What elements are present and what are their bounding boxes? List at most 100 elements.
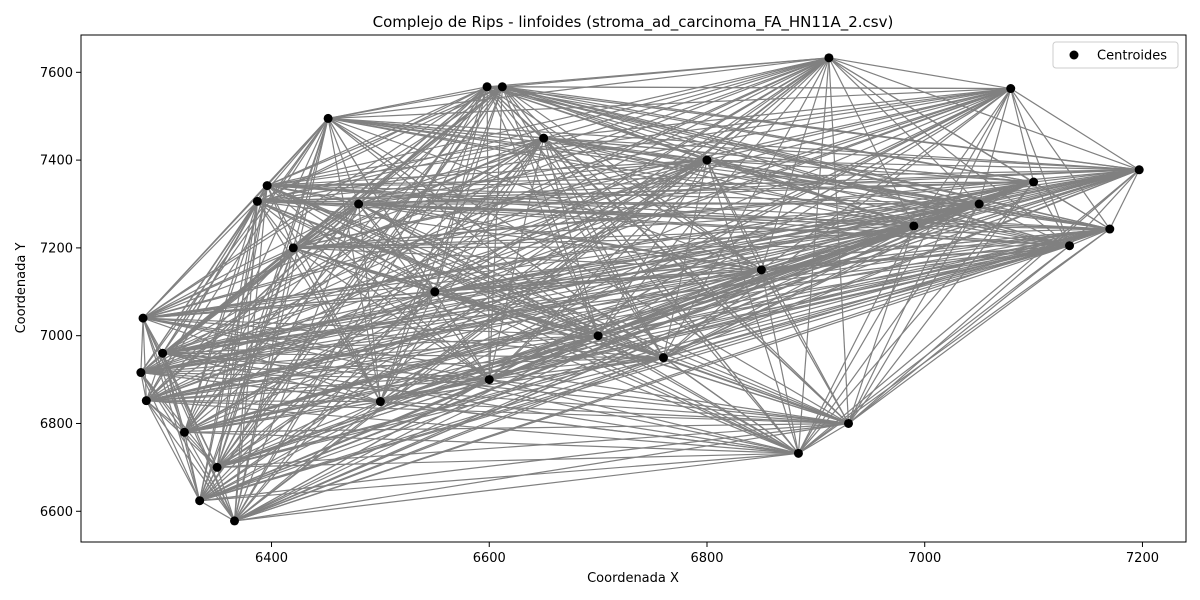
centroid-point	[252, 196, 262, 206]
edge	[1033, 181, 1111, 230]
edge	[216, 86, 503, 468]
edge	[233, 247, 294, 522]
edge	[543, 137, 980, 205]
edge	[434, 225, 914, 293]
edge	[142, 317, 201, 501]
x-tick-label: 6600	[473, 551, 506, 566]
edge	[434, 291, 799, 454]
edge	[543, 137, 1140, 171]
edge	[162, 269, 762, 354]
edge	[543, 137, 664, 358]
edge	[979, 169, 1140, 205]
edge	[380, 57, 830, 403]
edge	[293, 137, 544, 249]
edge	[292, 203, 359, 249]
edge	[502, 86, 980, 205]
x-axis-label: Coordenada X	[587, 571, 679, 586]
edge	[199, 401, 381, 502]
edge	[663, 357, 849, 425]
edge	[162, 203, 359, 354]
edge	[848, 245, 1070, 424]
edge	[358, 203, 914, 227]
edge	[256, 201, 381, 402]
centroid-point	[756, 265, 766, 275]
edge	[162, 159, 708, 354]
edge	[543, 137, 708, 161]
edge	[267, 159, 708, 187]
edge	[267, 87, 1011, 187]
edge	[216, 357, 664, 468]
edge	[502, 57, 829, 88]
edge	[1033, 169, 1140, 183]
edge	[760, 269, 800, 454]
edge	[358, 203, 799, 454]
edge	[184, 378, 490, 433]
edge	[434, 181, 1034, 293]
edge	[434, 291, 664, 359]
edge	[379, 137, 545, 402]
edge	[217, 422, 849, 468]
edge	[380, 378, 490, 403]
edge	[798, 422, 849, 454]
edge	[162, 352, 381, 403]
edge	[913, 88, 1012, 227]
edge	[216, 291, 436, 468]
centroid-point	[482, 82, 492, 92]
edge	[828, 57, 850, 424]
edge	[234, 422, 849, 522]
edge	[706, 159, 915, 227]
edge	[358, 203, 762, 271]
edge	[761, 245, 1070, 271]
edge	[706, 159, 1140, 171]
edge	[256, 200, 294, 249]
edge	[597, 159, 708, 337]
y-axis: 6600 6800 7000 7200 7400 7600	[40, 66, 81, 520]
edge	[662, 159, 708, 358]
centroid-point	[497, 82, 507, 92]
edge	[379, 291, 436, 402]
edge	[434, 86, 503, 292]
edge	[913, 169, 1140, 227]
edge	[292, 247, 381, 402]
edge	[293, 203, 980, 249]
edge	[543, 137, 762, 271]
edge	[543, 57, 830, 139]
edge	[162, 245, 1070, 354]
edge	[663, 181, 1034, 359]
edge	[145, 400, 201, 502]
edge	[502, 86, 1034, 183]
edge	[162, 291, 435, 354]
plot-frame	[80, 34, 1187, 543]
edge	[434, 57, 830, 293]
edge	[502, 86, 1070, 247]
centroid-point	[136, 368, 146, 378]
y-tick-label: 6600	[40, 505, 73, 520]
edge	[543, 137, 1110, 230]
edge	[216, 379, 490, 468]
edge	[913, 225, 1110, 230]
edge	[162, 181, 1034, 354]
edge	[292, 86, 488, 249]
edge	[486, 86, 980, 205]
edge	[140, 118, 329, 373]
edge	[292, 247, 490, 381]
edge	[162, 353, 236, 522]
centroid-point	[262, 181, 272, 191]
edge	[1010, 88, 1035, 183]
edge	[184, 422, 849, 433]
edge	[760, 269, 850, 424]
centroid-point	[158, 348, 168, 358]
edge	[761, 228, 1110, 271]
edge	[216, 159, 708, 468]
legend-box	[1052, 41, 1179, 69]
edge	[328, 117, 1070, 247]
edge	[183, 203, 360, 433]
edge	[266, 86, 503, 187]
edge	[1069, 228, 1111, 247]
centroid-point	[212, 462, 222, 472]
simplex-edges	[140, 57, 1140, 522]
centroid-point	[430, 287, 440, 297]
edge	[234, 452, 799, 522]
edge	[162, 225, 914, 354]
edge	[978, 88, 1012, 205]
